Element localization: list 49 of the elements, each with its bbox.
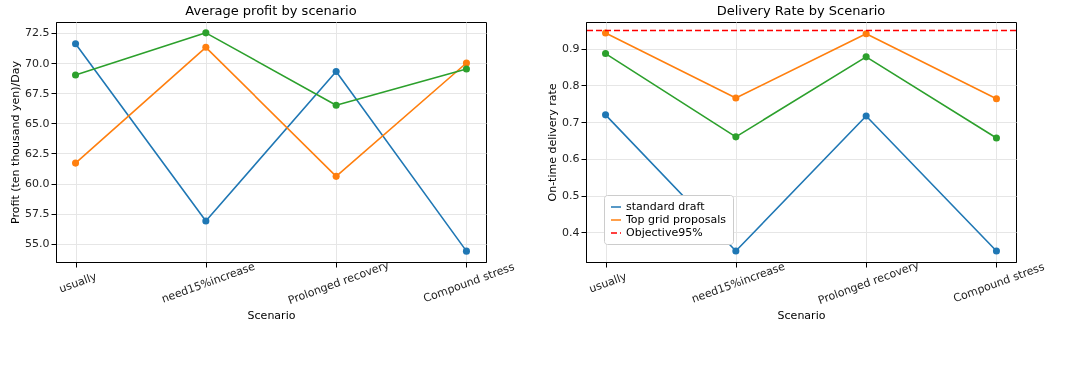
y-tick-label: 60.0 [25,177,50,191]
point [462,59,470,67]
point [732,133,740,141]
y-tick-label: 0.8 [562,78,580,92]
x-tick-label: usually [57,269,99,296]
point [732,247,740,255]
chart-title: Delivery Rate by Scenario [716,3,886,18]
y-tick-label: 70.0 [25,56,50,70]
y-axis-title: On-time delivery rate [546,83,560,202]
point [992,247,1000,255]
chart-title: Average profit by scenario [185,3,357,18]
point [72,40,80,48]
y-tick-label: 0.4 [562,225,580,239]
y-tick-label: 72.5 [25,26,50,40]
point [732,94,740,102]
y-axis-title: Profit (ten thousand yen)/Day [9,60,23,224]
legend-label: Top grid proposals [625,213,727,226]
point [992,134,1000,142]
y-tick-label: 0.6 [562,152,580,166]
y-tick-label: 0.5 [562,189,580,203]
point [602,50,610,58]
y-tick-label: 65.0 [25,116,50,130]
y-tick-label: 0.9 [562,42,580,56]
point [602,111,610,119]
x-tick-label: usually [587,269,629,296]
y-tick-label: 55.0 [25,237,50,251]
y-tick-label: 0.7 [562,115,580,129]
point [202,217,210,225]
legend-label: Objective95% [626,226,703,239]
point [462,247,470,255]
point [72,71,80,79]
y-tick-label: 62.5 [25,146,50,160]
point [862,112,870,120]
x-axis-title: Scenario [247,309,296,323]
y-tick-label: 67.5 [25,86,50,100]
point [602,29,610,37]
point [862,30,870,38]
point [862,53,870,61]
legend-label: standard draft [626,200,706,213]
point [202,29,210,37]
point [332,101,340,109]
point [992,95,1000,103]
point [202,43,210,51]
point [462,65,470,73]
point [72,159,80,167]
x-axis-title: Scenario [777,309,826,323]
point [332,172,340,180]
y-tick-label: 57.5 [25,207,50,221]
point [332,67,340,75]
